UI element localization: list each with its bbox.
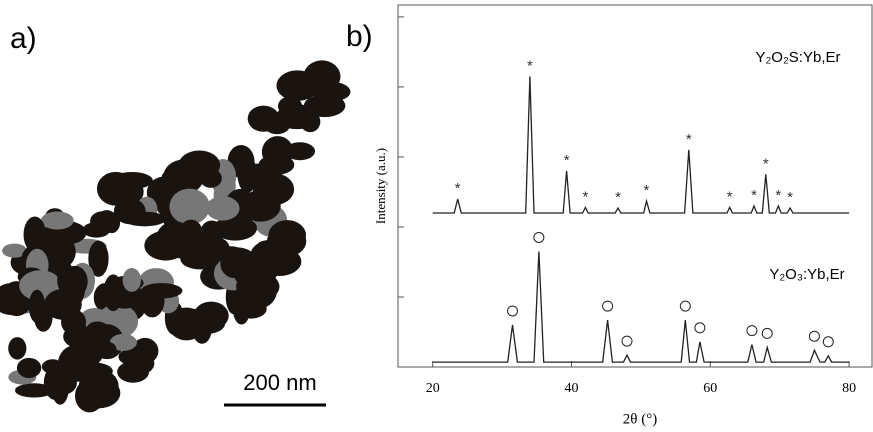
particle — [122, 268, 142, 292]
particle — [8, 337, 27, 360]
particle — [96, 171, 135, 206]
spectrum-line — [432, 76, 850, 214]
particle — [117, 361, 150, 383]
peak-marker: * — [751, 187, 757, 204]
peak-marker — [746, 325, 758, 337]
particle — [205, 196, 240, 221]
particle — [118, 347, 151, 366]
particle — [284, 142, 316, 161]
tem-image — [0, 60, 351, 413]
plot-frame — [397, 4, 873, 368]
peak-marker: * — [763, 155, 769, 172]
particle — [169, 188, 210, 225]
x-tick-label: 40 — [564, 381, 578, 396]
particle — [109, 333, 137, 351]
particle — [48, 371, 77, 395]
particle — [89, 340, 117, 357]
x-tick-label: 60 — [703, 381, 717, 396]
peak-marker — [602, 300, 614, 312]
peak-marker — [694, 322, 706, 334]
particle — [276, 104, 318, 130]
peak-marker — [822, 336, 834, 348]
peak-marker: * — [644, 182, 650, 199]
particle — [123, 211, 167, 227]
peak-marker — [507, 305, 519, 317]
spectrum-line — [432, 251, 850, 363]
particle — [213, 215, 258, 241]
x-axis-label: 2θ (°) — [623, 411, 657, 427]
peak-marker — [808, 330, 820, 342]
scale-bar-label: 200 nm — [243, 370, 316, 395]
peak-marker — [533, 231, 545, 243]
particle — [16, 357, 42, 379]
y-axis-label: Intensity (a.u.) — [373, 148, 388, 224]
x-tick-label: 80 — [842, 381, 856, 396]
series-label: Y₂O₂S:Yb,Er — [755, 49, 840, 66]
panel-label: b) — [346, 20, 373, 53]
particle — [65, 347, 87, 363]
particle — [140, 283, 183, 299]
particle — [33, 302, 53, 332]
series-label: Y₂O₃:Yb,Er — [769, 266, 844, 283]
particle — [193, 301, 229, 330]
particle — [258, 154, 295, 175]
peak-marker — [679, 300, 691, 312]
peak-marker: * — [455, 180, 461, 197]
peak-marker: * — [582, 188, 588, 205]
particle — [78, 368, 119, 404]
particle — [40, 211, 74, 230]
particle — [14, 383, 54, 398]
particle — [214, 246, 246, 264]
particle — [61, 270, 86, 308]
particle — [2, 243, 27, 258]
panel-label: a) — [10, 22, 37, 55]
particle — [239, 190, 281, 222]
particle — [41, 359, 64, 374]
peak-marker: * — [527, 57, 533, 74]
peak-marker: * — [615, 189, 621, 206]
particle — [268, 220, 307, 251]
particle — [144, 230, 187, 261]
peak-marker: * — [727, 188, 733, 205]
peak-marker: * — [775, 187, 781, 204]
particle — [257, 247, 302, 276]
particle — [276, 70, 319, 101]
particle — [88, 240, 109, 277]
peak-marker: * — [564, 152, 570, 169]
particle — [0, 288, 24, 311]
peak-marker: * — [686, 131, 692, 148]
particle — [237, 156, 258, 193]
particle — [63, 324, 95, 349]
particle — [82, 222, 111, 238]
particle — [236, 271, 280, 302]
peak-marker: * — [787, 189, 793, 206]
x-tick-label: 20 — [426, 381, 440, 396]
particle — [199, 168, 222, 188]
peak-marker — [761, 327, 773, 339]
peak-marker — [621, 335, 633, 347]
